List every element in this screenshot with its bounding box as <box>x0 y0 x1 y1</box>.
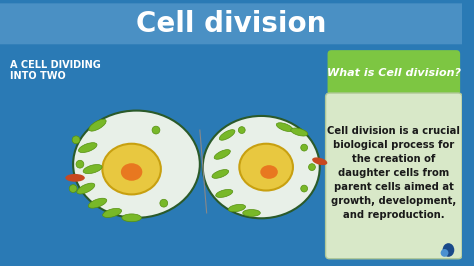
Ellipse shape <box>214 149 230 159</box>
Ellipse shape <box>276 123 293 132</box>
Circle shape <box>76 160 84 168</box>
Ellipse shape <box>443 243 454 257</box>
FancyBboxPatch shape <box>326 93 462 259</box>
Text: Cell division: Cell division <box>136 10 326 38</box>
Circle shape <box>301 144 308 151</box>
FancyBboxPatch shape <box>0 3 462 44</box>
Text: What is Cell division?: What is Cell division? <box>327 68 461 78</box>
Circle shape <box>309 164 315 171</box>
Ellipse shape <box>83 165 102 174</box>
Ellipse shape <box>102 144 161 194</box>
Text: Cell division is a crucial
biological process for
the creation of
daughter cells: Cell division is a crucial biological pr… <box>328 126 460 220</box>
Ellipse shape <box>312 157 328 165</box>
Circle shape <box>160 199 168 207</box>
Ellipse shape <box>291 128 308 136</box>
Ellipse shape <box>216 189 233 197</box>
Ellipse shape <box>122 214 141 222</box>
Circle shape <box>69 185 77 193</box>
Circle shape <box>301 185 308 192</box>
Ellipse shape <box>243 210 260 216</box>
FancyBboxPatch shape <box>328 50 460 95</box>
Circle shape <box>72 136 80 144</box>
Ellipse shape <box>239 144 293 190</box>
Ellipse shape <box>260 165 278 179</box>
Ellipse shape <box>228 204 246 212</box>
Ellipse shape <box>89 119 106 131</box>
Ellipse shape <box>203 116 320 218</box>
Ellipse shape <box>212 169 228 178</box>
Text: A CELL DIVIDING
INTO TWO: A CELL DIVIDING INTO TWO <box>10 60 100 81</box>
Circle shape <box>238 127 245 134</box>
FancyBboxPatch shape <box>0 44 462 263</box>
Ellipse shape <box>121 163 142 181</box>
Ellipse shape <box>77 183 95 194</box>
Ellipse shape <box>65 174 85 182</box>
Ellipse shape <box>79 143 97 153</box>
Ellipse shape <box>73 111 200 218</box>
Ellipse shape <box>219 130 235 140</box>
Circle shape <box>152 126 160 134</box>
Ellipse shape <box>88 198 107 208</box>
Ellipse shape <box>103 208 121 218</box>
Circle shape <box>441 249 448 257</box>
